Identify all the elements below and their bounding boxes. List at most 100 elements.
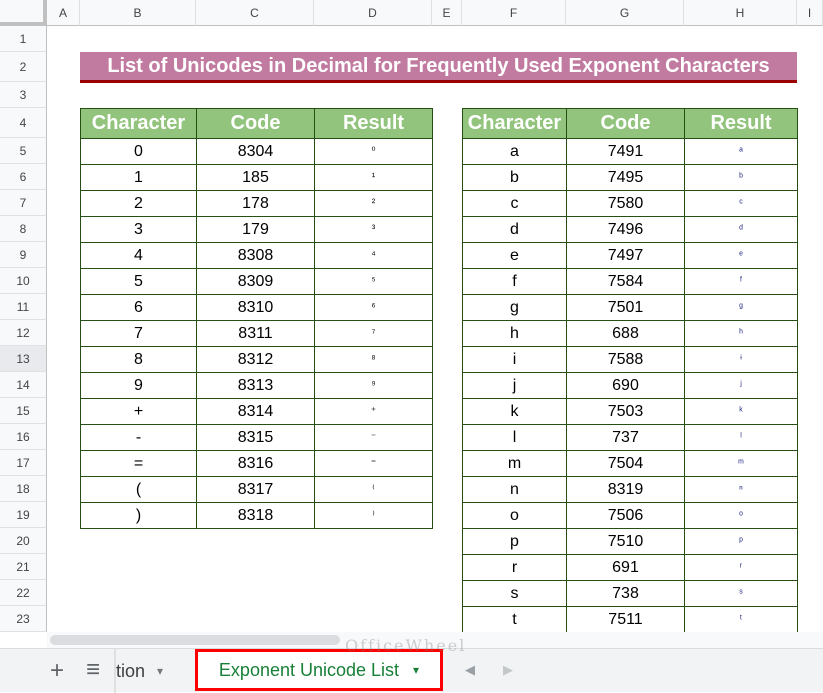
row-header-9[interactable]: 9 — [0, 242, 47, 268]
character-cell[interactable]: s — [462, 580, 567, 607]
result-cell[interactable]: ⁹ — [314, 372, 433, 399]
character-cell[interactable]: = — [80, 450, 197, 477]
row-header-12[interactable]: 12 — [0, 320, 47, 346]
character-cell[interactable]: j — [462, 372, 567, 399]
sheet-title[interactable]: List of Unicodes in Decimal for Frequent… — [80, 52, 797, 83]
character-cell[interactable]: r — [462, 554, 567, 581]
code-cell[interactable]: 8309 — [196, 268, 315, 295]
result-cell[interactable]: ⁻ — [314, 424, 433, 451]
result-cell[interactable]: ᵖ — [684, 528, 798, 555]
character-cell[interactable]: e — [462, 242, 567, 269]
character-cell[interactable]: - — [80, 424, 197, 451]
row-header-22[interactable]: 22 — [0, 580, 47, 606]
character-cell[interactable]: p — [462, 528, 567, 555]
code-cell[interactable]: 7501 — [566, 294, 685, 321]
table-header-character[interactable]: Character — [462, 108, 567, 139]
result-cell[interactable]: ⁼ — [314, 450, 433, 477]
character-cell[interactable]: f — [462, 268, 567, 295]
row-header-6[interactable]: 6 — [0, 164, 47, 190]
row-header-23[interactable]: 23 — [0, 606, 47, 632]
character-cell[interactable]: c — [462, 190, 567, 217]
result-cell[interactable]: ⁽ — [314, 476, 433, 503]
result-cell[interactable]: ⁵ — [314, 268, 433, 295]
character-cell[interactable]: n — [462, 476, 567, 503]
code-cell[interactable]: 178 — [196, 190, 315, 217]
result-cell[interactable]: ᶤ — [684, 346, 798, 373]
row-header-15[interactable]: 15 — [0, 398, 47, 424]
sheet-tab-exponent-unicode-list[interactable]: Exponent Unicode List ▾ — [195, 649, 443, 691]
column-header-c[interactable]: C — [196, 0, 314, 26]
result-cell[interactable]: ᵗ — [684, 606, 798, 633]
result-cell[interactable]: ᶜ — [684, 190, 798, 217]
table-header-result[interactable]: Result — [314, 108, 433, 139]
result-cell[interactable]: ˡ — [684, 424, 798, 451]
result-cell[interactable]: ᵏ — [684, 398, 798, 425]
character-cell[interactable]: + — [80, 398, 197, 425]
code-cell[interactable]: 7504 — [566, 450, 685, 477]
scroll-tabs-right-icon[interactable]: ▶ — [503, 662, 513, 677]
code-cell[interactable]: 7510 — [566, 528, 685, 555]
result-cell[interactable]: ᵉ — [684, 242, 798, 269]
code-cell[interactable]: 179 — [196, 216, 315, 243]
result-cell[interactable]: ⁾ — [314, 502, 433, 529]
table-header-result[interactable]: Result — [684, 108, 798, 139]
table-header-character[interactable]: Character — [80, 108, 197, 139]
code-cell[interactable]: 737 — [566, 424, 685, 451]
row-header-21[interactable]: 21 — [0, 554, 47, 580]
result-cell[interactable]: ⁸ — [314, 346, 433, 373]
character-cell[interactable]: 2 — [80, 190, 197, 217]
result-cell[interactable]: ᵈ — [684, 216, 798, 243]
character-cell[interactable]: g — [462, 294, 567, 321]
character-cell[interactable]: ( — [80, 476, 197, 503]
code-cell[interactable]: 7506 — [566, 502, 685, 529]
code-cell[interactable]: 688 — [566, 320, 685, 347]
character-cell[interactable]: i — [462, 346, 567, 373]
result-cell[interactable]: ʳ — [684, 554, 798, 581]
code-cell[interactable]: 738 — [566, 580, 685, 607]
row-header-1[interactable]: 1 — [0, 26, 47, 52]
character-cell[interactable]: a — [462, 138, 567, 165]
row-header-19[interactable]: 19 — [0, 502, 47, 528]
result-cell[interactable]: ᶠ — [684, 268, 798, 295]
code-cell[interactable]: 691 — [566, 554, 685, 581]
scroll-tabs-left-icon[interactable]: ◀ — [465, 662, 475, 677]
character-cell[interactable]: l — [462, 424, 567, 451]
character-cell[interactable]: 0 — [80, 138, 197, 165]
character-cell[interactable]: 8 — [80, 346, 197, 373]
code-cell[interactable]: 8315 — [196, 424, 315, 451]
column-header-a[interactable]: A — [47, 0, 80, 26]
character-cell[interactable]: 4 — [80, 242, 197, 269]
sheet-tab-previous[interactable]: tion ▾ — [114, 649, 190, 693]
character-cell[interactable]: b — [462, 164, 567, 191]
character-cell[interactable]: d — [462, 216, 567, 243]
code-cell[interactable]: 8314 — [196, 398, 315, 425]
character-cell[interactable]: 6 — [80, 294, 197, 321]
result-cell[interactable]: ³ — [314, 216, 433, 243]
result-cell[interactable]: ⁰ — [314, 138, 433, 165]
row-header-7[interactable]: 7 — [0, 190, 47, 216]
column-header-h[interactable]: H — [684, 0, 797, 26]
character-cell[interactable]: 1 — [80, 164, 197, 191]
row-header-3[interactable]: 3 — [0, 82, 47, 108]
result-cell[interactable]: ᵍ — [684, 294, 798, 321]
code-cell[interactable]: 8312 — [196, 346, 315, 373]
code-cell[interactable]: 7497 — [566, 242, 685, 269]
row-header-4[interactable]: 4 — [0, 108, 47, 138]
character-cell[interactable]: 7 — [80, 320, 197, 347]
column-header-b[interactable]: B — [80, 0, 196, 26]
character-cell[interactable]: k — [462, 398, 567, 425]
select-all-corner[interactable] — [0, 0, 47, 26]
code-cell[interactable]: 8311 — [196, 320, 315, 347]
column-header-g[interactable]: G — [566, 0, 684, 26]
result-cell[interactable]: ⁿ — [684, 476, 798, 503]
code-cell[interactable]: 8310 — [196, 294, 315, 321]
scrollbar-thumb[interactable] — [50, 635, 340, 645]
code-cell[interactable]: 8316 — [196, 450, 315, 477]
result-cell[interactable]: ʲ — [684, 372, 798, 399]
result-cell[interactable]: ᵐ — [684, 450, 798, 477]
code-cell[interactable]: 7580 — [566, 190, 685, 217]
add-sheet-button[interactable]: + — [50, 657, 65, 684]
row-header-14[interactable]: 14 — [0, 372, 47, 398]
row-header-11[interactable]: 11 — [0, 294, 47, 320]
result-cell[interactable]: ʰ — [684, 320, 798, 347]
